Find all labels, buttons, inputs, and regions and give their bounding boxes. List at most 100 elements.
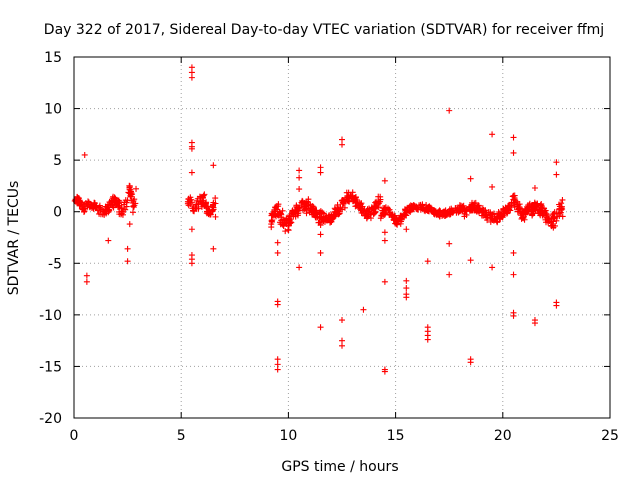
y-tick-label: 10	[44, 102, 62, 118]
x-tick-label: 15	[387, 428, 405, 444]
data-point	[201, 191, 208, 198]
x-tick-label: 10	[279, 428, 297, 444]
data-point	[276, 209, 283, 216]
data-point	[403, 226, 410, 233]
data-point	[538, 200, 545, 207]
data-point	[535, 207, 542, 214]
data-point	[272, 211, 279, 218]
data-point	[116, 204, 123, 211]
data-point	[317, 249, 324, 256]
data-point	[328, 212, 335, 219]
data-point	[467, 257, 474, 264]
data-point	[354, 198, 361, 205]
data-point	[133, 185, 140, 192]
data-point	[296, 167, 303, 174]
data-point	[188, 69, 195, 76]
data-point	[105, 237, 112, 244]
data-points	[71, 64, 566, 375]
data-point	[357, 205, 364, 212]
data-point	[201, 202, 208, 209]
data-point	[511, 194, 518, 201]
data-point	[480, 212, 487, 219]
data-point	[553, 302, 560, 309]
data-point	[103, 208, 110, 215]
data-point	[369, 205, 376, 212]
data-point	[489, 264, 496, 271]
data-point	[456, 205, 463, 212]
data-point	[463, 211, 470, 218]
data-point	[556, 203, 563, 210]
data-point	[188, 145, 195, 152]
axes: 0 5 10 15 20 25 -20 -15 -10 -5 0 5 10 15	[39, 50, 619, 444]
y-axis-label: SDTVAR / TECUs	[6, 181, 22, 296]
data-point	[124, 258, 131, 265]
data-point	[551, 214, 558, 221]
data-point	[503, 206, 510, 213]
data-point	[322, 214, 329, 221]
data-point	[377, 215, 384, 222]
data-point	[548, 223, 555, 230]
data-point	[422, 208, 429, 215]
data-point	[381, 229, 388, 236]
data-point	[108, 197, 115, 204]
data-point	[317, 164, 324, 171]
x-tick-label: 20	[494, 428, 512, 444]
x-tick-label: 25	[601, 428, 619, 444]
data-point	[352, 194, 359, 201]
data-point	[301, 206, 308, 213]
data-point	[423, 204, 430, 211]
data-point	[296, 264, 303, 271]
data-point	[386, 206, 393, 213]
data-point	[347, 191, 354, 198]
data-point	[479, 205, 486, 212]
data-point	[292, 213, 299, 220]
data-point	[295, 207, 302, 214]
data-point	[556, 210, 563, 217]
data-point	[126, 221, 133, 228]
data-point	[393, 220, 400, 227]
plot-frame	[73, 56, 611, 419]
data-point	[469, 207, 476, 214]
data-point	[207, 211, 214, 218]
y-tick-label: 15	[44, 50, 62, 66]
data-point	[303, 198, 310, 205]
data-point	[489, 131, 496, 138]
data-point	[372, 209, 379, 216]
data-point	[317, 169, 324, 176]
data-point	[114, 197, 121, 204]
data-point	[459, 203, 466, 210]
data-point	[334, 201, 341, 208]
data-point	[446, 208, 453, 215]
data-point	[531, 320, 538, 327]
data-point	[302, 205, 309, 212]
data-point	[403, 285, 410, 292]
data-point	[414, 206, 421, 213]
data-point	[381, 368, 388, 375]
data-point	[379, 207, 386, 214]
data-point	[398, 215, 405, 222]
data-point	[127, 186, 134, 193]
data-point	[378, 212, 385, 219]
data-point	[510, 149, 517, 156]
data-point	[82, 205, 89, 212]
data-point	[209, 207, 216, 214]
data-point	[487, 211, 494, 218]
data-point	[283, 220, 290, 227]
data-point	[196, 193, 203, 200]
data-point	[339, 201, 346, 208]
data-point	[129, 209, 136, 216]
data-point	[282, 228, 289, 235]
data-point	[339, 337, 345, 344]
data-point	[327, 218, 334, 225]
data-point	[188, 260, 195, 267]
y-tick-label: 0	[53, 205, 62, 221]
data-point	[489, 183, 496, 190]
data-point	[307, 207, 314, 214]
data-point	[198, 198, 205, 205]
data-point	[424, 258, 431, 265]
data-point	[319, 209, 326, 216]
data-point	[424, 336, 431, 343]
data-point	[531, 184, 538, 191]
data-point	[375, 193, 382, 200]
